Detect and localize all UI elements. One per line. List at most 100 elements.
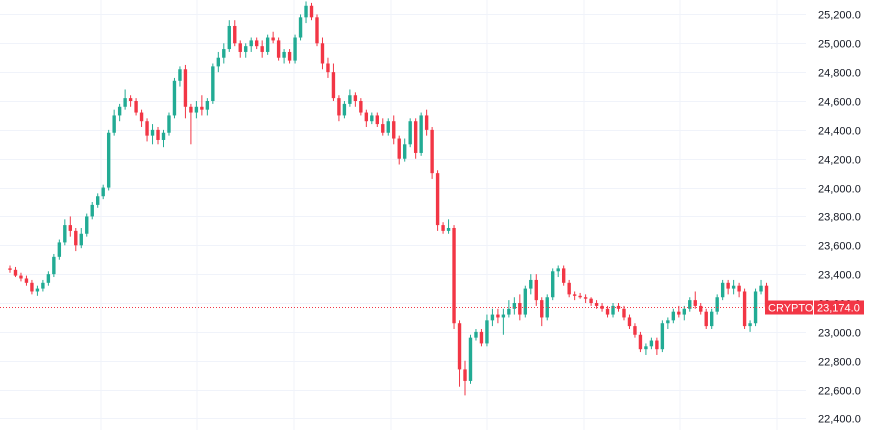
candle-body bbox=[551, 271, 555, 298]
candle bbox=[490, 308, 495, 327]
candle-body bbox=[271, 37, 275, 41]
candle-body bbox=[90, 204, 94, 217]
candle-body bbox=[386, 121, 390, 133]
candle bbox=[534, 274, 538, 306]
candle-body bbox=[244, 46, 248, 52]
candle-body bbox=[265, 37, 270, 52]
candle-body bbox=[222, 49, 226, 58]
candle bbox=[326, 57, 330, 78]
candle-body bbox=[430, 129, 434, 174]
candle bbox=[567, 279, 571, 298]
candle bbox=[556, 265, 560, 278]
candle bbox=[583, 294, 588, 304]
candle-body bbox=[561, 268, 566, 283]
y-tick-label: 23,000.0 bbox=[818, 328, 861, 340]
candle-body bbox=[649, 340, 654, 347]
candle-body bbox=[731, 285, 736, 289]
candle bbox=[139, 109, 144, 127]
candle bbox=[452, 225, 456, 329]
candle-body bbox=[331, 72, 336, 99]
candle bbox=[720, 279, 725, 301]
candle-body bbox=[688, 300, 692, 309]
candle-body bbox=[682, 308, 686, 315]
candle-body bbox=[85, 216, 89, 234]
candle bbox=[589, 297, 593, 306]
candle-body bbox=[359, 101, 363, 113]
candle-body bbox=[490, 314, 495, 321]
candle-body bbox=[446, 227, 451, 231]
candle bbox=[183, 64, 188, 119]
candle bbox=[468, 334, 473, 384]
candle-body bbox=[8, 268, 12, 270]
candle-body bbox=[150, 129, 155, 136]
candle-body bbox=[194, 106, 199, 113]
candle-body bbox=[589, 298, 593, 304]
candle-body bbox=[24, 278, 29, 283]
price-tags: CRYPTO20 23,174.0 bbox=[765, 300, 864, 315]
candle-body bbox=[41, 282, 45, 289]
candle-body bbox=[424, 115, 429, 130]
candle bbox=[30, 279, 34, 295]
candle-body bbox=[572, 294, 577, 296]
candle bbox=[419, 112, 423, 156]
price-axis[interactable]: 25,200.0 25,000.0 24,800.0 24,600.0 24,400.0… bbox=[818, 10, 861, 426]
candle-body bbox=[655, 340, 659, 350]
candle bbox=[638, 331, 643, 353]
candle-body bbox=[452, 227, 456, 324]
candle-body bbox=[172, 80, 177, 116]
candle bbox=[463, 360, 467, 396]
candle-body bbox=[638, 334, 643, 350]
candle bbox=[649, 337, 654, 350]
candle-body bbox=[63, 225, 67, 243]
candle-body bbox=[529, 279, 533, 289]
candle-body bbox=[496, 314, 500, 318]
candle bbox=[79, 227, 83, 249]
candle bbox=[68, 216, 73, 237]
candle bbox=[523, 285, 528, 318]
candle-body bbox=[627, 317, 632, 327]
candle-body bbox=[726, 282, 730, 289]
candle bbox=[600, 303, 604, 312]
candle bbox=[397, 135, 401, 165]
candle-body bbox=[381, 124, 385, 133]
candle bbox=[375, 112, 379, 127]
candle-body bbox=[759, 285, 763, 292]
candle-body bbox=[249, 40, 253, 47]
candle bbox=[194, 101, 199, 119]
y-tick-label: 24,000.0 bbox=[818, 184, 861, 196]
candle bbox=[13, 266, 18, 278]
candles-group bbox=[8, 1, 769, 396]
candle bbox=[633, 323, 637, 338]
candle bbox=[759, 279, 763, 295]
candle bbox=[24, 275, 29, 286]
candle bbox=[688, 297, 692, 312]
candle bbox=[117, 103, 122, 122]
candle bbox=[233, 20, 237, 47]
candle-body bbox=[693, 300, 697, 306]
candle-body bbox=[298, 17, 303, 38]
candle bbox=[496, 308, 500, 324]
candle-body bbox=[260, 46, 264, 52]
candle bbox=[96, 193, 100, 208]
candle-body bbox=[457, 323, 462, 370]
candle-body bbox=[666, 320, 670, 324]
symbol-tag-background bbox=[765, 300, 813, 315]
candle-body bbox=[567, 282, 571, 295]
candle-body bbox=[534, 279, 538, 301]
candle bbox=[276, 37, 281, 61]
candle-body bbox=[512, 303, 517, 309]
candle-body bbox=[200, 106, 204, 110]
candle-body bbox=[342, 103, 347, 116]
candle bbox=[370, 112, 374, 125]
horizontal-grid bbox=[0, 14, 806, 419]
candle bbox=[178, 66, 182, 87]
candle bbox=[392, 115, 396, 145]
candle-body bbox=[709, 311, 714, 327]
candle bbox=[386, 118, 390, 136]
candle bbox=[731, 279, 736, 295]
candle bbox=[35, 285, 40, 296]
candle bbox=[85, 213, 89, 237]
candle bbox=[430, 126, 434, 179]
candle bbox=[211, 63, 215, 104]
